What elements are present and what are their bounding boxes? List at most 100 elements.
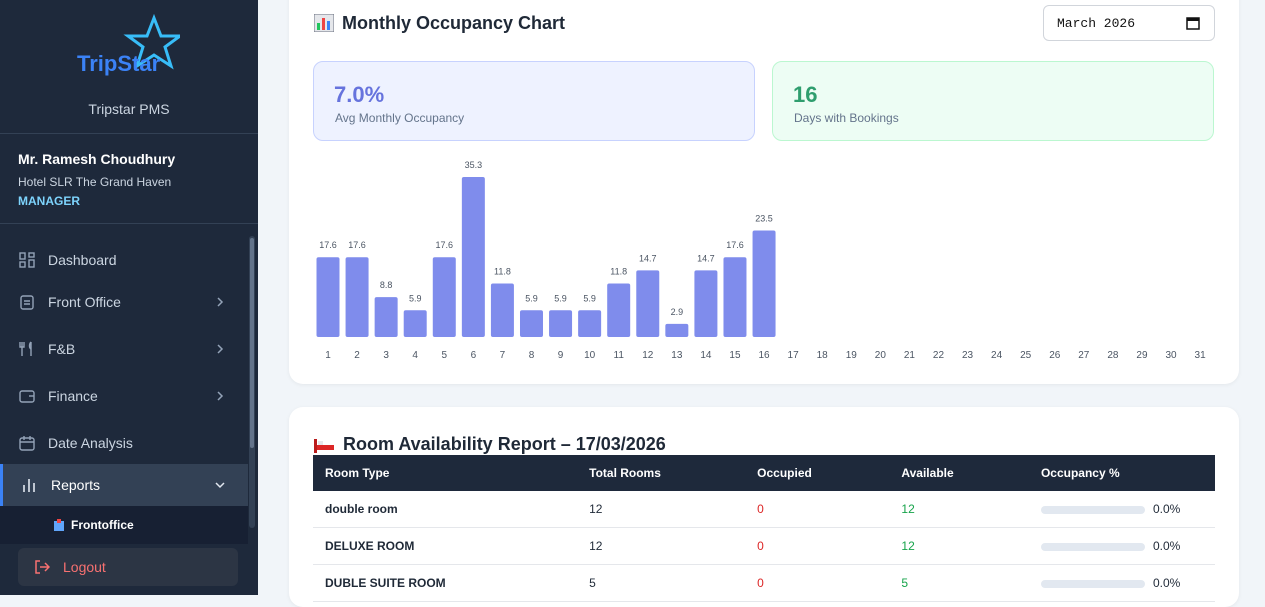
- bar-value-label: 5.9: [525, 293, 538, 303]
- x-tick-label: 4: [412, 350, 418, 361]
- progress-track: [1040, 505, 1145, 514]
- x-tick-label: 25: [1020, 350, 1032, 361]
- app-name: Tripstar PMS: [88, 101, 170, 117]
- bar: [403, 310, 427, 337]
- bar-value-label: 2.9: [671, 307, 684, 317]
- bar: [432, 257, 456, 337]
- table-cell: DUBLE SUITE ROOM: [313, 564, 578, 602]
- x-tick-label: 15: [729, 350, 741, 361]
- stat-value: 16: [793, 82, 818, 107]
- icon: [23, 479, 35, 492]
- bar-value-label: 5.9: [409, 293, 422, 303]
- stat-days-booked: 16 Days with Bookings: [772, 61, 1214, 141]
- menu-label: F&B: [48, 341, 76, 357]
- hotel-name: Hotel SLR The Grand Haven: [18, 175, 172, 189]
- x-tick-label: 30: [1165, 350, 1177, 361]
- bar-value-label: 14.7: [639, 253, 657, 263]
- table-row: DUBLE SUITE ROOM 5 0 5 0.0%: [313, 564, 1215, 602]
- icon: [19, 390, 35, 403]
- stat-value: 7.0%: [334, 82, 385, 107]
- table-cell: 0.0%: [1028, 564, 1215, 602]
- header-row: Room Type Total Rooms Occupied Available Occ…: [313, 455, 1215, 491]
- x-tick-label: 13: [671, 350, 683, 361]
- progress-track: [1040, 579, 1145, 588]
- icon: [19, 341, 32, 356]
- availability-table: Room Type Total Rooms Occupied Available Occ…: [313, 455, 1215, 602]
- cell-text: 0.0%: [1152, 576, 1181, 590]
- bar: [752, 230, 776, 337]
- x-tick-label: 23: [962, 350, 974, 361]
- icon: [54, 519, 64, 531]
- bar-value-label: 17.6: [348, 240, 366, 250]
- cell-text: 0.0%: [1152, 539, 1181, 553]
- bar: [345, 257, 369, 337]
- x-tick-label: 5: [441, 350, 447, 361]
- x-tick-label: 12: [642, 350, 654, 361]
- column-header: Occupancy %: [1028, 455, 1215, 491]
- menu-label: Dashboard: [48, 252, 117, 268]
- menu-finance[interactable]: Finance: [0, 376, 248, 416]
- logout-label: Logout: [63, 559, 106, 575]
- bed-icon: [314, 439, 334, 453]
- chevron: [217, 297, 224, 307]
- menu-fnb[interactable]: F&B: [0, 329, 248, 369]
- column-header: Occupied: [745, 455, 890, 491]
- table-cell: 12: [889, 491, 1029, 528]
- icon: [19, 436, 35, 451]
- table-cell: 0: [745, 564, 890, 602]
- bar-value-label: 11.8: [610, 267, 627, 277]
- divider: [0, 223, 258, 224]
- x-tick-label: 31: [1195, 350, 1207, 361]
- table-cell: 12: [577, 527, 746, 565]
- menu-front-office[interactable]: Front Office: [0, 282, 248, 322]
- table-cell: double room: [313, 491, 578, 528]
- cell-text: 0.0%: [1152, 502, 1181, 516]
- table-row: DELUXE ROOM 12 0 12 0.0%: [313, 527, 1215, 565]
- scrollbar: [249, 236, 255, 528]
- chevron: [217, 344, 224, 354]
- bar: [636, 270, 660, 337]
- month-picker[interactable]: March 2026: [1043, 5, 1215, 41]
- menu-label: Front Office: [48, 294, 121, 310]
- stat-label: Avg Monthly Occupancy: [335, 111, 465, 125]
- chevron: [215, 482, 225, 489]
- icon: [35, 560, 50, 574]
- x-tick-label: 9: [558, 350, 564, 361]
- user-role: MANAGER: [18, 194, 80, 208]
- table-cell: 5: [889, 564, 1029, 602]
- table-cell: 12: [577, 491, 746, 528]
- logout-button[interactable]: Logout: [18, 548, 238, 586]
- card-title: Monthly Occupancy Chart: [342, 13, 566, 33]
- sidebar: TripStar Tripstar PMS Mr. Ramesh Choudhu…: [0, 0, 258, 595]
- bar: [723, 257, 747, 337]
- menu-label: Finance: [48, 388, 98, 404]
- chart-icon: [314, 14, 334, 32]
- bar-value-label: 35.3: [465, 160, 483, 170]
- bar-value-label: 17.6: [436, 240, 454, 250]
- x-tick-label: 1: [325, 350, 331, 361]
- menu-reports[interactable]: Reports: [0, 464, 248, 506]
- menu-date-analysis[interactable]: Date Analysis: [0, 423, 248, 463]
- month-value: March 2026: [1057, 16, 1136, 31]
- bar: [694, 270, 718, 337]
- bar: [519, 310, 543, 337]
- submenu: Frontoffice: [0, 506, 248, 544]
- menu-label: Reports: [51, 477, 101, 493]
- x-tick-label: 6: [471, 350, 477, 361]
- x-tick-label: 16: [758, 350, 770, 361]
- x-tick-label: 18: [817, 350, 829, 361]
- bar: [665, 323, 689, 337]
- table-cell: 0.0%: [1028, 527, 1215, 565]
- x-tick-label: 8: [529, 350, 535, 361]
- icon: [19, 252, 35, 268]
- menu-dashboard[interactable]: Dashboard: [0, 240, 248, 280]
- x-tick-label: 27: [1078, 350, 1090, 361]
- bar: [607, 283, 631, 337]
- calendar-icon: [1186, 17, 1200, 30]
- user-name: Mr. Ramesh Choudhury: [18, 151, 176, 167]
- table-row: double room 12 0 12 0.0%: [313, 491, 1215, 528]
- x-tick-label: 11: [614, 350, 625, 361]
- submenu-item[interactable]: Frontoffice: [71, 518, 134, 532]
- stat-label: Days with Bookings: [794, 111, 899, 125]
- x-tick-label: 17: [788, 350, 800, 361]
